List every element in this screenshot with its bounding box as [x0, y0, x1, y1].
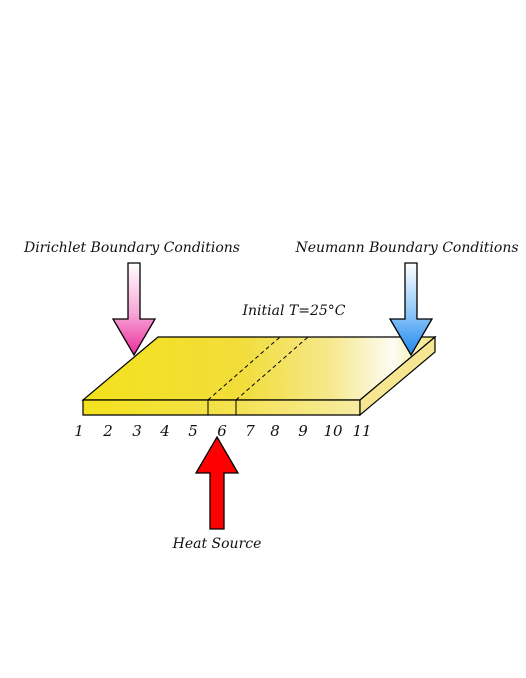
node-number: 10: [323, 422, 343, 440]
heat-region-dash-left: [207, 336, 281, 401]
node-number: 11: [352, 422, 371, 440]
plate: [81, 335, 437, 417]
dirichlet-arrow: [111, 262, 157, 357]
node-number: 5: [188, 422, 198, 440]
node-number: 7: [245, 422, 255, 440]
neumann-arrow: [388, 262, 434, 357]
plate-front-face: [82, 399, 361, 416]
node-number: 8: [270, 422, 280, 440]
initial-temperature-label: Initial T=25°C: [242, 303, 346, 319]
node-number: 3: [132, 422, 142, 440]
heat-source-label: Heat Source: [172, 536, 262, 552]
node-number: 1: [74, 422, 84, 440]
node-number: 9: [298, 422, 308, 440]
neumann-label: Neumann Boundary Conditions: [294, 240, 518, 256]
plate-side-face: [359, 335, 436, 417]
node-numbers: 1 2 3 4 5 6 7 8 9 10 11: [74, 422, 371, 440]
heat-source-arrow: [194, 435, 240, 530]
dirichlet-label: Dirichlet Boundary Conditions: [23, 240, 240, 256]
node-number: 4: [159, 422, 170, 440]
node-number: 2: [102, 422, 113, 440]
node-number: 6: [217, 422, 227, 440]
heat-region-dash-right: [235, 336, 309, 401]
